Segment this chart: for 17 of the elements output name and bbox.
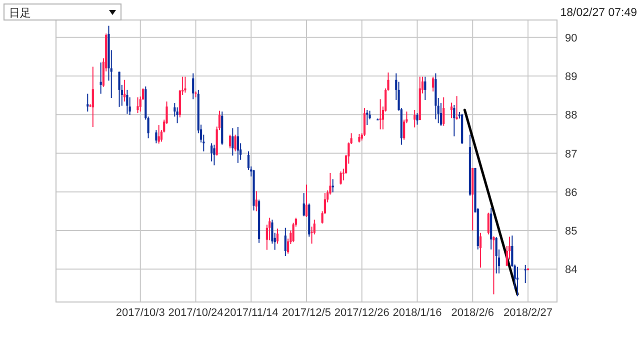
y-tick-label: 89: [565, 71, 578, 84]
select-control: 日足: [4, 4, 122, 20]
y-tick-label: 90: [565, 32, 578, 44]
y-tick-label: 85: [565, 226, 578, 238]
x-tick-label: 2017/12/5: [282, 307, 331, 319]
x-tick-label: 2017/11/14: [224, 307, 278, 319]
x-tick-label: 2018/1/16: [392, 307, 442, 319]
y-tick-label: 86: [565, 186, 578, 199]
x-tick-label: 2017/12/26: [334, 307, 390, 319]
y-tick-label: 87: [565, 148, 578, 160]
y-tick-label: 84: [565, 264, 578, 276]
x-tick-label: 2017/10/3: [116, 307, 165, 319]
x-tick-label: 2017/10/24: [168, 307, 224, 319]
x-tick-label: 2018/2/27: [504, 307, 552, 319]
y-tick-label: 88: [565, 110, 578, 122]
x-tick-label: 2018/2/6: [451, 307, 494, 319]
text: 18/02/27 07:49: [560, 7, 637, 19]
